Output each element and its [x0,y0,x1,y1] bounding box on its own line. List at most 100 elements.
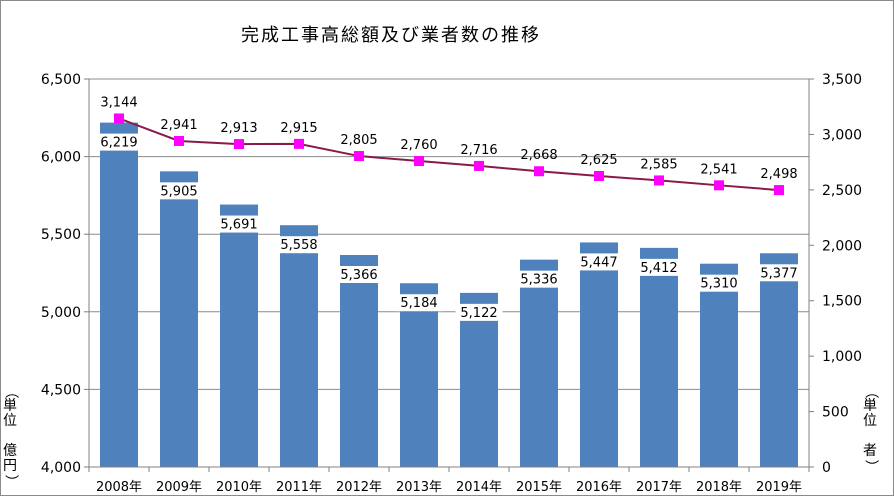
right-tick-label-2: 1,000 [822,349,862,365]
left-tick-label-2: 5,000 [41,305,81,321]
bar-label-bg-2008年 [95,133,143,151]
bar-label-2012年: 5,366 [340,268,377,283]
bar-label-bg-2016年 [575,253,623,271]
line-marker-2012年 [354,151,364,162]
bar-label-bg-2014年 [455,303,503,321]
left-tick-label-3: 5,500 [41,227,81,243]
x-tick-label-2009年: 2009年 [156,480,202,495]
line-marker-2013年 [414,156,424,167]
x-tick-label-2008年: 2008年 [96,480,142,495]
right-axis-unit-label: （単位 者） [862,384,879,474]
x-tick-label-2013年: 2013年 [396,480,442,495]
left-unit-char-6: ） [2,474,19,489]
bar-2012年 [340,254,378,467]
line-marker-2011年 [294,138,304,149]
bar-label-2009年: 5,905 [160,184,197,199]
bar-label-2014年: 5,122 [460,306,497,321]
bar-label-bg-2009年 [155,182,203,200]
line-label-2009年: 2,941 [160,118,197,133]
x-tick-label-2015年: 2015年 [516,480,562,495]
line-label-2017年: 2,585 [640,157,677,172]
left-unit-char-1: 単 [3,398,17,414]
bar-label-bg-2013年 [395,294,443,312]
bar-series: 6,219 5,905 5,691 5,558 5,366 5,184 5,122 5,336… [95,122,803,467]
bar-label-2010年: 5,691 [220,218,257,233]
line-label-2013年: 2,760 [400,138,437,153]
bar-label-2016年: 5,447 [580,255,617,270]
line-marker-2009年 [174,135,184,146]
left-tick-label-0: 4,000 [41,460,81,476]
bar-2017年 [640,247,678,467]
left-tick-label-5: 6,500 [41,72,81,88]
bar-2009年 [160,171,198,467]
left-unit-char-3 [8,429,12,444]
x-tick-label-2018年: 2018年 [696,480,742,495]
line-marker-2017年 [654,175,664,186]
x-tick-label-2011年: 2011年 [276,480,322,495]
bar-label-2017年: 5,412 [640,261,677,276]
line-marker-2008年 [114,113,124,124]
line-marker-2014年 [474,160,484,171]
bar-2015年 [520,259,558,467]
bar-label-2019年: 5,377 [760,266,797,281]
right-tick-label-3: 1,500 [822,294,862,310]
right-unit-char-3 [868,429,872,444]
bar-label-2015年: 5,336 [520,273,557,288]
right-unit-char-1: 単 [863,398,877,414]
line-label-2008年: 3,144 [100,95,137,110]
x-tick-label-2016年: 2016年 [576,480,622,495]
line-marker-2019年 [774,185,784,196]
line-label-2010年: 2,913 [220,121,257,136]
right-tick-label-1: 500 [822,405,849,421]
bar-2018年 [700,263,738,467]
right-tick-label-7: 3,500 [822,72,862,88]
bar-2011年 [280,225,318,467]
line-marker-2016年 [594,171,604,181]
bar-label-bg-2019年 [755,264,803,282]
right-unit-char-4: 者 [863,443,877,459]
bar-2013年 [400,283,438,467]
right-unit-char-0: （ [862,384,879,399]
line-path [118,117,780,192]
chart-title: 完成工事高総額及び業者数の推移 [241,25,541,46]
line-marker-2018年 [714,180,724,191]
line-marker-2015年 [534,166,544,177]
left-tick-label-1: 4,500 [41,382,81,398]
left-unit-char-5: 円 [3,458,17,474]
bar-label-bg-2015年 [515,270,563,288]
left-tick-label-4: 6,000 [41,150,81,166]
line-label-2018年: 2,541 [700,162,737,177]
x-tick-label-2019年: 2019年 [756,480,802,495]
bar-label-2018年: 5,310 [700,277,737,292]
line-label-2016年: 2,625 [580,153,617,168]
x-tick-label-2017年: 2017年 [636,480,682,495]
line-label-2012年: 2,805 [340,133,377,148]
left-unit-char-0: （ [2,384,19,399]
bar-label-2013年: 5,184 [400,296,437,311]
right-tick-label-5: 2,500 [822,183,862,199]
axes: 4,000 4,500 5,000 5,500 6,000 6,500 0 500 1,000 1… [41,72,862,495]
bar-label-2011年: 5,558 [280,238,317,253]
line-series: 3,144 2,941 2,913 2,915 2,805 2,760 2,716 2,668… [100,95,798,196]
bar-label-bg-2011年 [275,236,323,254]
right-tick-label-6: 3,000 [822,127,862,143]
line-label-2011年: 2,915 [280,121,317,136]
right-tick-label-4: 2,000 [822,238,862,254]
x-tick-label-2010年: 2010年 [216,480,262,495]
bar-label-bg-2018年 [695,274,743,292]
line-label-2015年: 2,668 [520,148,557,163]
bar-2014年 [460,292,498,467]
bar-2016年 [580,242,618,467]
bar-label-bg-2012年 [335,265,383,283]
left-unit-char-2: 位 [3,413,17,429]
bar-2010年 [220,204,258,467]
x-tick-label-2012年: 2012年 [336,480,382,495]
right-unit-char-5: ） [862,459,879,474]
left-axis-unit-label: （単位 億円） [2,384,19,489]
line-label-2014年: 2,716 [460,143,497,158]
left-unit-char-4: 億 [3,443,17,459]
right-tick-label-0: 0 [822,460,831,476]
x-tick-label-2014年: 2014年 [456,480,502,495]
